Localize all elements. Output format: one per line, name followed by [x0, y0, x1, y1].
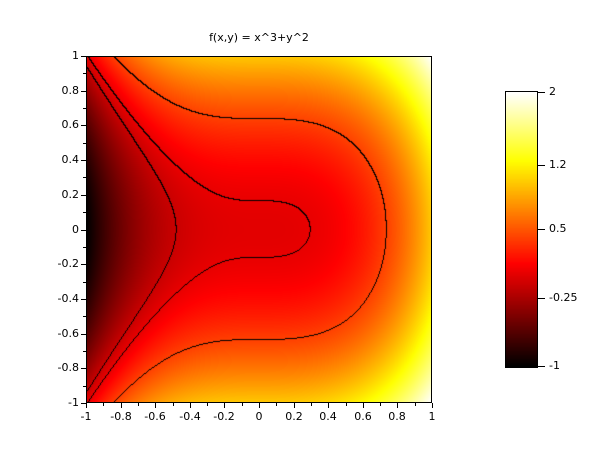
x-axis-tick-label: -0.8 [110, 410, 132, 423]
x-axis-tick [397, 403, 398, 408]
y-axis-tick-label: -0.6 [57, 327, 79, 340]
colorbar-tick [538, 92, 545, 93]
y-axis-tick-label: 0.2 [61, 188, 80, 201]
colorbar-tick [538, 298, 545, 299]
x-axis-tick-label: 0.4 [319, 410, 337, 423]
colorbar-gradient [506, 92, 537, 367]
x-axis-tick [294, 403, 295, 408]
x-axis-tick-label: 0.6 [354, 410, 372, 423]
x-axis-minor-tick [415, 403, 416, 406]
y-axis-tick-label: -0.4 [57, 292, 79, 305]
x-axis-minor-tick [173, 403, 174, 406]
colorbar-tick [538, 366, 545, 367]
x-axis-tick-label: 0 [255, 410, 263, 423]
x-axis-tick-label: -0.6 [144, 410, 166, 423]
y-axis-tick [81, 403, 86, 404]
x-axis-tick [224, 403, 225, 408]
x-axis-tick [328, 403, 329, 408]
colorbar-tick [538, 165, 545, 166]
x-axis-tick-label: -0.4 [179, 410, 201, 423]
y-axis-minor-tick [83, 212, 86, 213]
x-axis-minor-tick [276, 403, 277, 406]
colorbar-tick-label: 0.5 [549, 222, 567, 235]
colorbar-tick-label: 2 [549, 85, 556, 98]
y-axis-tick-label: -1 [68, 396, 79, 409]
x-axis-tick-label: -0.2 [213, 410, 235, 423]
x-axis-tick [363, 403, 364, 408]
y-axis-tick-label: 1 [72, 49, 79, 62]
x-axis-minor-tick [242, 403, 243, 406]
y-axis-minor-tick [83, 282, 86, 283]
x-axis-tick-label: 0.2 [285, 410, 303, 423]
y-axis-tick [81, 334, 86, 335]
x-axis-tick-label: -1 [80, 410, 92, 423]
y-axis-minor-tick [83, 143, 86, 144]
x-axis-tick [86, 403, 87, 408]
x-axis-tick-label: 1 [428, 410, 436, 423]
y-axis-tick-label: -0.2 [57, 257, 79, 270]
x-axis-minor-tick [346, 403, 347, 406]
y-axis-minor-tick [83, 108, 86, 109]
colorbar-tick-label: -0.25 [549, 291, 578, 304]
y-axis-tick [81, 195, 86, 196]
y-axis-tick-label: 0.8 [61, 84, 80, 97]
y-axis-tick [81, 125, 86, 126]
heatmap-canvas [87, 57, 431, 402]
y-axis-minor-tick [83, 177, 86, 178]
y-axis-tick-label: -0.8 [57, 361, 79, 374]
y-axis-tick [81, 91, 86, 92]
plot-border [86, 56, 432, 403]
y-axis-tick [81, 264, 86, 265]
y-axis-tick-label: 0.4 [61, 153, 80, 166]
y-axis-tick [81, 56, 86, 57]
x-axis-tick [121, 403, 122, 408]
x-axis-minor-tick [207, 403, 208, 406]
y-axis-tick [81, 368, 86, 369]
chart-title: f(x,y) = x^3+y^2 [209, 31, 309, 44]
x-axis-minor-tick [311, 403, 312, 406]
y-axis-tick [81, 230, 86, 231]
y-axis-tick-label: 0.6 [61, 118, 80, 131]
x-axis-minor-tick [138, 403, 139, 406]
y-axis-tick-label: 0 [72, 223, 79, 236]
colorbar-tick [538, 229, 545, 230]
y-axis-tick [81, 160, 86, 161]
x-axis-tick [432, 403, 433, 408]
y-axis-minor-tick [83, 351, 86, 352]
y-axis-minor-tick [83, 316, 86, 317]
colorbar-border [505, 91, 538, 368]
y-axis-minor-tick [83, 73, 86, 74]
x-axis-tick-label: 0.8 [388, 410, 406, 423]
x-axis-tick [155, 403, 156, 408]
x-axis-tick [190, 403, 191, 408]
y-axis-tick [81, 299, 86, 300]
colorbar-tick-label: -1 [549, 359, 560, 372]
x-axis-minor-tick [103, 403, 104, 406]
x-axis-tick [259, 403, 260, 408]
y-axis-minor-tick [83, 386, 86, 387]
y-axis-minor-tick [83, 247, 86, 248]
colorbar-tick-label: 1.2 [549, 158, 567, 171]
x-axis-minor-tick [380, 403, 381, 406]
